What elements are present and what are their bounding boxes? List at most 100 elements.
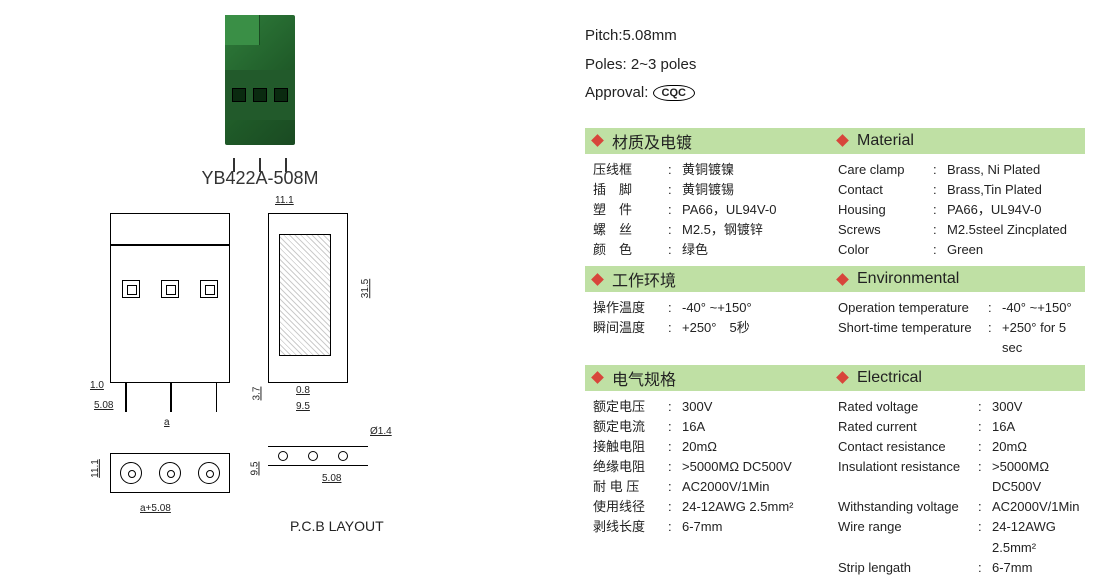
- spec-row: 插 脚:黄铜镀锡: [593, 180, 838, 200]
- colon: :: [978, 517, 992, 557]
- dim-phi14: Ø1.4: [370, 426, 392, 437]
- spec-row: Rated voltage:300V: [838, 397, 1085, 417]
- colon: :: [933, 220, 947, 240]
- colon: :: [668, 397, 682, 417]
- terminal-front: [225, 70, 295, 120]
- spec-row: Screws:M2.5steel Zincplated: [838, 220, 1085, 240]
- colon: :: [988, 298, 1002, 318]
- spec-row: Operation temperature:-40° ~+150°: [838, 298, 1085, 318]
- terminal-hole: [232, 88, 246, 102]
- spec-value: 24-12AWG 2.5mm²: [992, 517, 1085, 557]
- spec-value: Brass, Ni Plated: [947, 160, 1040, 180]
- spec-key: 剥线长度: [593, 517, 668, 537]
- dim-1-0: 1.0: [90, 380, 104, 391]
- colon: :: [988, 318, 1002, 358]
- dim-9-5b: 9.5: [249, 462, 260, 476]
- colon: :: [933, 180, 947, 200]
- colon: :: [978, 417, 992, 437]
- pitch-label: Pitch:: [585, 27, 623, 44]
- colon: :: [668, 318, 682, 338]
- drawing-hole: [122, 280, 140, 298]
- spec-key: 额定电流: [593, 417, 668, 437]
- dim-11-1: 11.1: [275, 195, 294, 206]
- spec-key: 接触电阻: [593, 437, 668, 457]
- section-title-en: Material: [857, 132, 914, 150]
- colon: :: [668, 298, 682, 318]
- terminal-step: [225, 15, 260, 45]
- spec-row: 螺 丝:M2.5，钢镀锌: [593, 220, 838, 240]
- spec-value: M2.5，钢镀锌: [682, 220, 763, 240]
- pin: [259, 158, 261, 172]
- dim-0-8: 0.8: [296, 385, 310, 396]
- spec-row: 使用线径:24-12AWG 2.5mm²: [593, 497, 838, 517]
- spec-row: Color:Green: [838, 240, 1085, 260]
- spec-poles: Poles: 2~3 poles: [585, 51, 1085, 80]
- spec-value: 300V: [992, 397, 1022, 417]
- diamond-icon: [836, 273, 849, 286]
- terminal-pins: [233, 158, 287, 172]
- drawing-front: [110, 213, 230, 383]
- spec-row: 接触电阻:20mΩ: [593, 437, 838, 457]
- spec-row: Wire range:24-12AWG 2.5mm²: [838, 517, 1085, 557]
- spec-key: 塑 件: [593, 200, 668, 220]
- section-header-electrical: 电气规格 Electrical: [585, 365, 1085, 391]
- colon: :: [668, 417, 682, 437]
- environmental-en: Operation temperature:-40° ~+150°Short-t…: [838, 298, 1085, 358]
- spec-value: 20mΩ: [992, 437, 1027, 457]
- drawing-top: [110, 453, 230, 493]
- spec-row: Withstanding voltage:AC2000V/1Min: [838, 497, 1085, 517]
- colon: :: [668, 517, 682, 537]
- dim-11-1b: 11.1: [90, 459, 101, 478]
- poles-value: 2~3 poles: [631, 56, 696, 73]
- colon: :: [978, 558, 992, 578]
- spec-key: Operation temperature: [838, 298, 988, 318]
- pcb-hole: [278, 451, 288, 461]
- spec-key: Contact: [838, 180, 933, 200]
- spec-key: 瞬间温度: [593, 318, 668, 338]
- drawing-section-inner: [279, 234, 329, 354]
- spec-key: Rated current: [838, 417, 978, 437]
- spec-value: 黄铜镀镍: [682, 160, 734, 180]
- dim-a: a: [164, 417, 170, 428]
- spec-row: 额定电流:16A: [593, 417, 838, 437]
- spec-key: Strip lengath: [838, 558, 978, 578]
- colon: :: [668, 457, 682, 477]
- colon: :: [668, 180, 682, 200]
- colon: :: [668, 477, 682, 497]
- spec-row: 耐 电 压:AC2000V/1Min: [593, 477, 838, 497]
- spec-value: 20mΩ: [682, 437, 717, 457]
- right-column: Pitch:5.08mm Poles: 2~3 poles Approval: …: [585, 22, 1085, 582]
- pitch-value: 5.08mm: [623, 27, 677, 44]
- spec-key: 颜 色: [593, 240, 668, 260]
- approval-label: Approval:: [585, 84, 648, 101]
- pin: [285, 158, 287, 172]
- spec-key: Insulationt resistance: [838, 457, 978, 497]
- material-table: 压线框:黄铜镀镍插 脚:黄铜镀锡塑 件:PA66，UL94V-0螺 丝:M2.5…: [593, 160, 1085, 261]
- section-title-cn: 材质及电镀: [612, 129, 692, 153]
- spec-value: M2.5steel Zincplated: [947, 220, 1067, 240]
- colon: :: [933, 240, 947, 260]
- diamond-icon: [591, 134, 604, 147]
- colon: :: [668, 497, 682, 517]
- spec-key: Screws: [838, 220, 933, 240]
- spec-row: Care clamp:Brass, Ni Plated: [838, 160, 1085, 180]
- electrical-en: Rated voltage:300VRated current:16AConta…: [838, 397, 1085, 578]
- spec-key: 操作温度: [593, 298, 668, 318]
- environmental-cn: 操作温度:-40° ~+150°瞬间温度:+250° 5秒: [593, 298, 838, 358]
- top-specs: Pitch:5.08mm Poles: 2~3 poles Approval: …: [585, 22, 1085, 108]
- spec-approval: Approval: CQC: [585, 79, 1085, 108]
- spec-key: Color: [838, 240, 933, 260]
- spec-value: AC2000V/1Min: [682, 477, 769, 497]
- spec-value: 黄铜镀锡: [682, 180, 734, 200]
- pcb-layout-label: P.C.B LAYOUT: [290, 518, 384, 534]
- dim-a508: a+5.08: [140, 503, 171, 514]
- spec-key: Wire range: [838, 517, 978, 557]
- colon: :: [933, 160, 947, 180]
- colon: :: [668, 437, 682, 457]
- spec-row: 瞬间温度:+250° 5秒: [593, 318, 838, 338]
- spec-key: 绝缘电阻: [593, 457, 668, 477]
- drawing-hole: [161, 280, 179, 298]
- colon: :: [668, 200, 682, 220]
- product-image: [215, 10, 305, 160]
- colon: :: [933, 200, 947, 220]
